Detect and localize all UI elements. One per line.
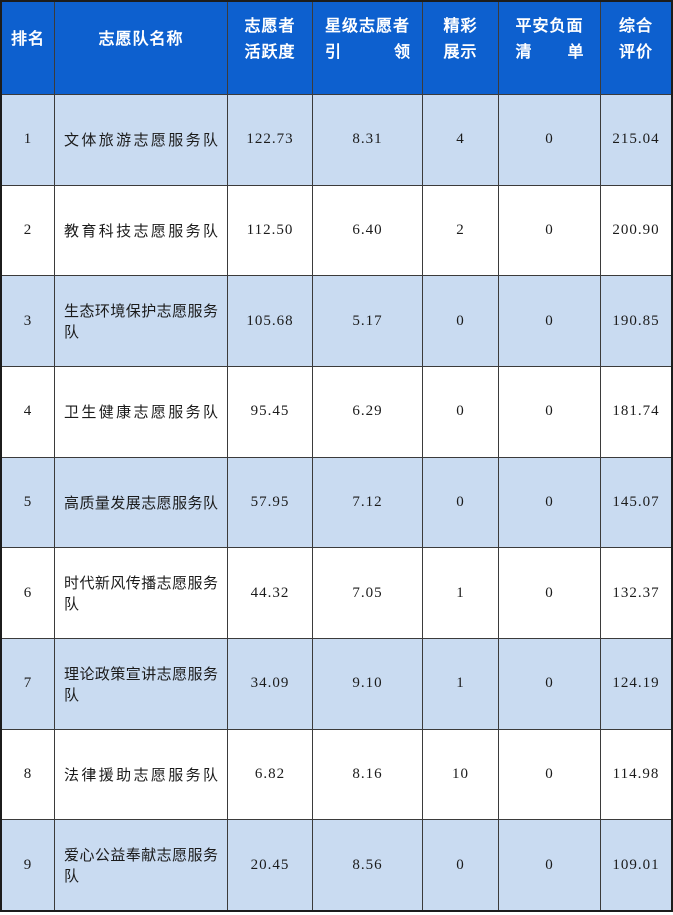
cell-team-name: 教育科技志愿服务队 — [55, 185, 227, 276]
cell-team-name: 卫生健康志愿服务队 — [55, 366, 227, 457]
cell-volunteer-activity: 20.45 — [228, 820, 312, 910]
team-name-text: 理论政策宣讲志愿服务队 — [64, 666, 218, 704]
cell-volunteer-activity: 95.45 — [228, 366, 312, 457]
header-cell-overall-score: 综合 评价 — [601, 2, 671, 94]
cell-highlight-display: 0 — [423, 820, 498, 910]
header-label: 志愿者 活跃度 — [244, 18, 296, 61]
header-label: 志愿队名称 — [98, 31, 184, 48]
cell-rank: 1 — [2, 95, 54, 185]
cell-team-name: 理论政策宣讲志愿服务队 — [55, 638, 227, 729]
header-label: 排名 — [10, 31, 45, 48]
cell-highlight-display: 10 — [423, 729, 498, 820]
cell-rank: 2 — [2, 185, 54, 276]
cell-safety-negative-list: 0 — [499, 457, 600, 548]
team-name-text: 生态环境保护志愿服务队 — [64, 304, 218, 342]
cell-safety-negative-list: 0 — [499, 276, 600, 366]
cell-team-name: 文体旅游志愿服务队 — [55, 95, 227, 185]
cell-highlight-display: 1 — [423, 548, 498, 638]
cell-safety-negative-list: 0 — [499, 185, 600, 276]
header-cell-team-name: 志愿队名称 — [55, 2, 227, 94]
cell-highlight-display: 1 — [423, 638, 498, 729]
cell-overall-score: 181.74 — [601, 366, 671, 457]
cell-volunteer-activity: 6.82 — [228, 729, 312, 820]
team-name-text: 高质量发展志愿服务队 — [64, 495, 218, 512]
cell-overall-score: 215.04 — [601, 95, 671, 185]
cell-rank: 7 — [2, 638, 54, 729]
cell-safety-negative-list: 0 — [499, 548, 600, 638]
cell-volunteer-activity: 122.73 — [228, 95, 312, 185]
cell-safety-negative-list: 0 — [499, 95, 600, 185]
cell-team-name: 生态环境保护志愿服务队 — [55, 276, 227, 366]
header-cell-safety-negative-list: 平安负面 清单 — [499, 2, 600, 94]
cell-highlight-display: 2 — [423, 185, 498, 276]
header-label: 精彩 展示 — [443, 18, 478, 61]
cell-overall-score: 132.37 — [601, 548, 671, 638]
cell-overall-score: 145.07 — [601, 457, 671, 548]
cell-star-volunteer-lead: 8.16 — [313, 729, 422, 820]
team-name-text: 爱心公益奉献志愿服务队 — [64, 848, 218, 886]
header-label: 综合 评价 — [618, 18, 653, 61]
cell-highlight-display: 0 — [423, 276, 498, 366]
cell-volunteer-activity: 105.68 — [228, 276, 312, 366]
cell-star-volunteer-lead: 7.12 — [313, 457, 422, 548]
cell-highlight-display: 0 — [423, 457, 498, 548]
cell-safety-negative-list: 0 — [499, 820, 600, 910]
cell-star-volunteer-lead: 7.05 — [313, 548, 422, 638]
cell-star-volunteer-lead: 6.29 — [313, 366, 422, 457]
cell-overall-score: 114.98 — [601, 729, 671, 820]
cell-highlight-display: 4 — [423, 95, 498, 185]
cell-safety-negative-list: 0 — [499, 729, 600, 820]
cell-rank: 8 — [2, 729, 54, 820]
cell-team-name: 爱心公益奉献志愿服务队 — [55, 820, 227, 910]
cell-rank: 5 — [2, 457, 54, 548]
cell-safety-negative-list: 0 — [499, 638, 600, 729]
cell-safety-negative-list: 0 — [499, 366, 600, 457]
cell-star-volunteer-lead: 9.10 — [313, 638, 422, 729]
team-name-text: 法律援助志愿服务队 — [64, 767, 218, 784]
header-cell-rank: 排名 — [2, 2, 54, 94]
team-name-text: 卫生健康志愿服务队 — [64, 405, 218, 422]
cell-overall-score: 124.19 — [601, 638, 671, 729]
header-cell-volunteer-activity: 志愿者 活跃度 — [228, 2, 312, 94]
cell-overall-score: 190.85 — [601, 276, 671, 366]
cell-rank: 4 — [2, 366, 54, 457]
cell-volunteer-activity: 34.09 — [228, 638, 312, 729]
cell-team-name: 高质量发展志愿服务队 — [55, 457, 227, 548]
header-label: 星级志愿者 引领 — [324, 18, 410, 61]
cell-rank: 3 — [2, 276, 54, 366]
cell-volunteer-activity: 57.95 — [228, 457, 312, 548]
team-name-text: 时代新风传播志愿服务队 — [64, 576, 218, 614]
cell-star-volunteer-lead: 5.17 — [313, 276, 422, 366]
team-name-text: 文体旅游志愿服务队 — [64, 133, 218, 150]
cell-volunteer-activity: 112.50 — [228, 185, 312, 276]
header-label: 平安负面 清单 — [515, 18, 584, 61]
cell-rank: 9 — [2, 820, 54, 910]
cell-rank: 6 — [2, 548, 54, 638]
cell-overall-score: 109.01 — [601, 820, 671, 910]
cell-team-name: 时代新风传播志愿服务队 — [55, 548, 227, 638]
cell-team-name: 法律援助志愿服务队 — [55, 729, 227, 820]
cell-star-volunteer-lead: 6.40 — [313, 185, 422, 276]
cell-volunteer-activity: 44.32 — [228, 548, 312, 638]
cell-overall-score: 200.90 — [601, 185, 671, 276]
team-name-text: 教育科技志愿服务队 — [64, 223, 218, 240]
cell-highlight-display: 0 — [423, 366, 498, 457]
cell-star-volunteer-lead: 8.31 — [313, 95, 422, 185]
header-cell-star-volunteer-lead: 星级志愿者 引领 — [313, 2, 422, 94]
cell-star-volunteer-lead: 8.56 — [313, 820, 422, 910]
header-cell-highlight-display: 精彩 展示 — [423, 2, 498, 94]
